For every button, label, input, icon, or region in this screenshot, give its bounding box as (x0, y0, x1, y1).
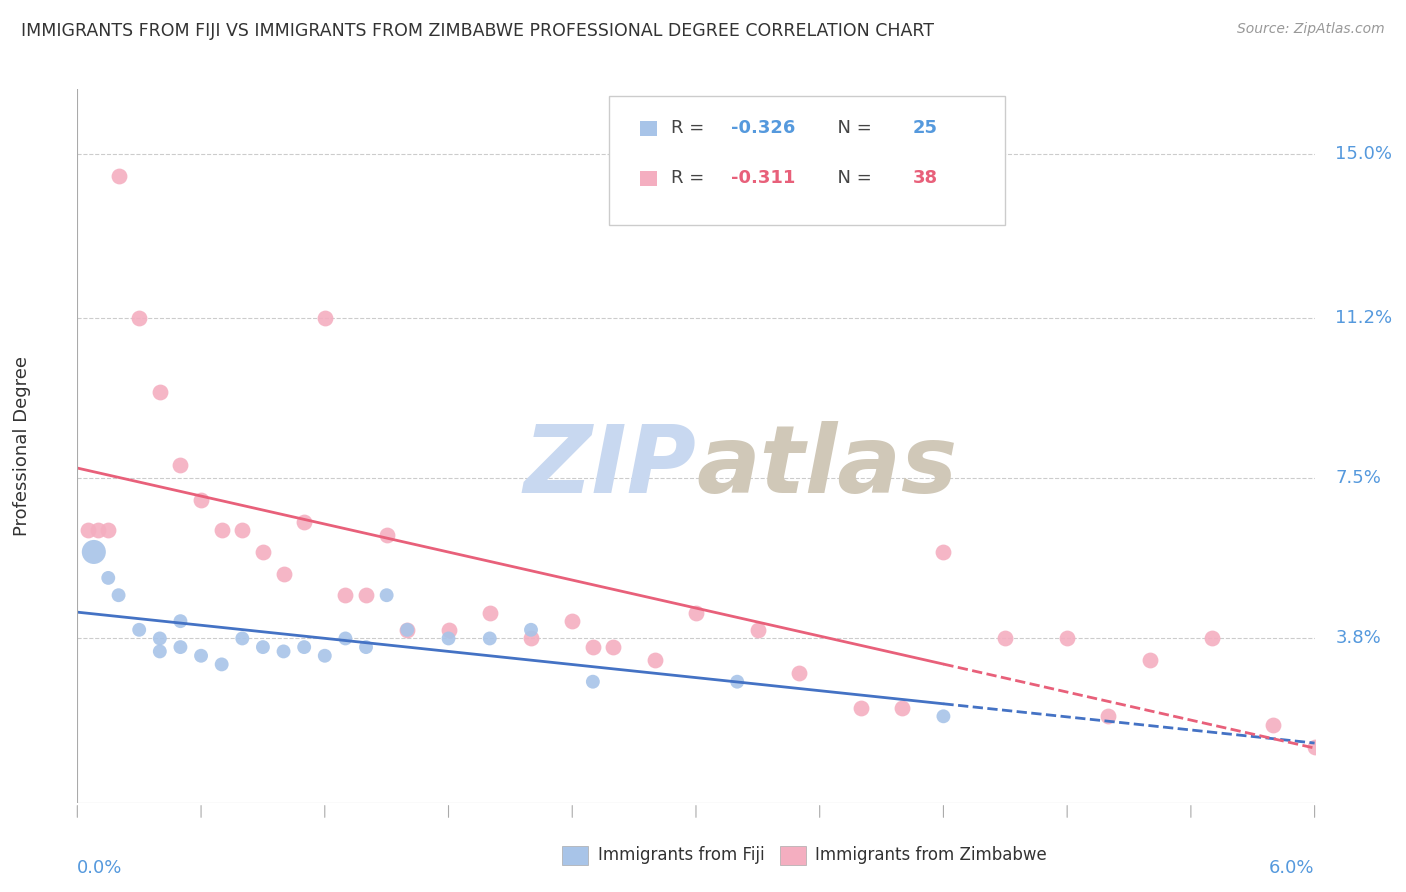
Point (149, 384, 172, 399)
Point (335, 588, 357, 602)
Point (849, 700, 872, 714)
Point (396, 623, 419, 637)
Point (190, 648, 212, 663)
Point (273, 566, 295, 581)
Point (314, 311, 336, 326)
Point (211, 657, 233, 672)
Point (582, 674, 605, 689)
Point (437, 632, 460, 646)
Text: 38: 38 (912, 169, 938, 187)
Point (128, 623, 150, 637)
FancyBboxPatch shape (609, 96, 1005, 225)
Text: 7.5%: 7.5% (1336, 469, 1381, 487)
Point (107, 169, 129, 183)
Point (375, 527, 398, 541)
Point (83, 545, 105, 559)
Point (582, 640, 605, 654)
Text: -0.326: -0.326 (731, 120, 796, 137)
Point (128, 311, 150, 326)
Text: R =: R = (672, 120, 710, 137)
Point (520, 632, 543, 646)
Point (478, 632, 501, 646)
Point (149, 644, 172, 658)
Point (747, 623, 769, 637)
FancyBboxPatch shape (640, 120, 657, 136)
Point (891, 700, 914, 714)
Point (87, 524, 110, 538)
Point (932, 709, 955, 723)
Point (375, 588, 398, 602)
Text: N =: N = (827, 169, 877, 187)
Text: ZIP: ZIP (523, 421, 696, 514)
Text: 6.0%: 6.0% (1270, 859, 1315, 877)
Text: IMMIGRANTS FROM FIJI VS IMMIGRANTS FROM ZIMBABWE PROFESSIONAL DEGREE CORRELATION: IMMIGRANTS FROM FIJI VS IMMIGRANTS FROM … (21, 22, 934, 40)
Point (561, 614, 583, 628)
Point (644, 653, 666, 667)
Text: atlas: atlas (696, 421, 957, 514)
Point (97, 571, 120, 585)
Point (787, 666, 810, 681)
Text: Immigrants from Zimbabwe: Immigrants from Zimbabwe (815, 847, 1047, 864)
Text: R =: R = (672, 169, 710, 187)
Point (1263, 718, 1285, 732)
Point (231, 632, 253, 646)
Point (107, 588, 129, 602)
Point (190, 493, 212, 508)
Text: -0.311: -0.311 (731, 169, 796, 187)
Point (437, 623, 460, 637)
Point (97, 524, 120, 538)
Point (252, 640, 274, 654)
Text: 3.8%: 3.8% (1336, 630, 1381, 648)
Point (685, 606, 707, 620)
Point (1303, 739, 1326, 754)
Point (1201, 632, 1223, 646)
Point (478, 606, 501, 620)
Point (76, 524, 98, 538)
Text: 11.2%: 11.2% (1336, 310, 1392, 327)
Point (292, 640, 315, 654)
Point (335, 632, 357, 646)
Point (354, 640, 377, 654)
Point (1139, 653, 1161, 667)
Text: Immigrants from Fiji: Immigrants from Fiji (598, 847, 765, 864)
Point (994, 632, 1017, 646)
Point (169, 458, 191, 473)
Point (396, 623, 419, 637)
Point (932, 545, 955, 559)
Point (314, 648, 336, 663)
Point (1056, 632, 1078, 646)
Text: 0.0%: 0.0% (77, 859, 122, 877)
Text: 25: 25 (912, 120, 938, 137)
Point (211, 524, 233, 538)
Point (354, 588, 377, 602)
Point (252, 545, 274, 559)
Point (149, 632, 172, 646)
Text: Source: ZipAtlas.com: Source: ZipAtlas.com (1237, 22, 1385, 37)
Point (725, 674, 748, 689)
Point (520, 623, 543, 637)
Point (169, 614, 191, 628)
Text: Professional Degree: Professional Degree (13, 356, 31, 536)
Text: N =: N = (827, 120, 877, 137)
Point (602, 640, 624, 654)
Text: 15.0%: 15.0% (1336, 145, 1392, 163)
Point (231, 524, 253, 538)
Point (273, 644, 295, 658)
Point (1097, 709, 1119, 723)
Point (292, 515, 315, 529)
FancyBboxPatch shape (640, 170, 657, 186)
Point (169, 640, 191, 654)
